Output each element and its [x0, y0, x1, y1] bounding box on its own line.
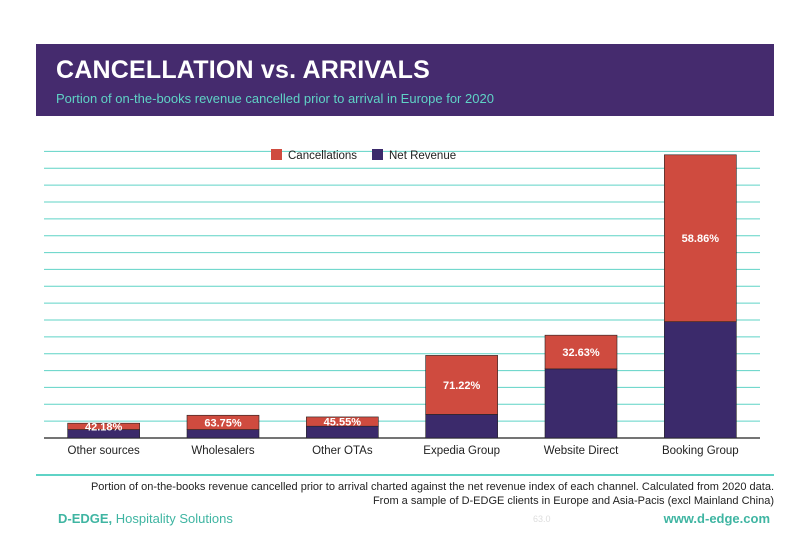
x-tick-label: Wholesalers	[191, 445, 255, 457]
bar-cancellations	[67, 422, 140, 430]
chart-labels: 42.18% Other sources 63.75% Wholesalers 45.5…	[68, 233, 739, 457]
bar-net-revenue	[664, 321, 737, 439]
footnote-line-2: From a sample of D-EDGE clients in Europ…	[372, 495, 774, 507]
legend-swatch-net-revenue	[372, 149, 383, 160]
x-tick-label: Other OTAs	[312, 445, 373, 457]
brand-tagline: Hospitality Solutions	[112, 511, 233, 526]
bar-net-revenue	[544, 368, 618, 439]
chart-grid	[44, 150, 760, 439]
website-link[interactable]: www.d-edge.com	[663, 511, 770, 526]
bar-data-label: 63.75%	[204, 417, 242, 429]
footer-divider	[36, 474, 774, 476]
page-subtitle: Portion of on-the-books revenue cancelle…	[56, 91, 494, 106]
brand-bold: D-EDGE,	[58, 511, 113, 526]
chart-legend: Cancellations Net Revenue	[271, 149, 456, 162]
legend-label-cancellations: Cancellations	[288, 150, 357, 162]
bar-data-label: 71.22%	[443, 380, 481, 392]
header-banner: CANCELLATION vs. ARRIVALS Portion of on-…	[36, 44, 774, 116]
bar-cancellations	[544, 334, 618, 370]
bar-data-label: 32.63%	[562, 347, 600, 359]
footnote: Portion of on-the-books revenue cancelle…	[36, 480, 774, 508]
bar-data-label: 45.55%	[324, 417, 362, 429]
footnote-line-1: Portion of on-the-books revenue cancelle…	[90, 481, 774, 493]
x-tick-label: Other sources	[68, 445, 140, 457]
bar-data-label: 58.86%	[682, 233, 720, 245]
bar-cancellations	[425, 355, 498, 415]
legend-label-net-revenue: Net Revenue	[389, 150, 456, 162]
x-tick-label: Booking Group	[662, 445, 739, 457]
page-title: CANCELLATION vs. ARRIVALS	[56, 56, 430, 84]
brand-name: D-EDGE, Hospitality Solutions	[58, 511, 233, 526]
bar-net-revenue	[425, 414, 498, 439]
page-number: 63.0	[533, 514, 551, 524]
bar-data-label: 42.18%	[85, 421, 123, 433]
legend-swatch-cancellations	[271, 149, 282, 160]
x-tick-label: Website Direct	[544, 445, 619, 457]
bar-cancellations	[306, 416, 379, 427]
bar-cancellations	[186, 414, 260, 430]
x-tick-label: Expedia Group	[423, 445, 500, 457]
bar-cancellations	[664, 154, 737, 322]
bar-net-revenue	[186, 429, 260, 439]
chart-bars	[67, 154, 737, 439]
